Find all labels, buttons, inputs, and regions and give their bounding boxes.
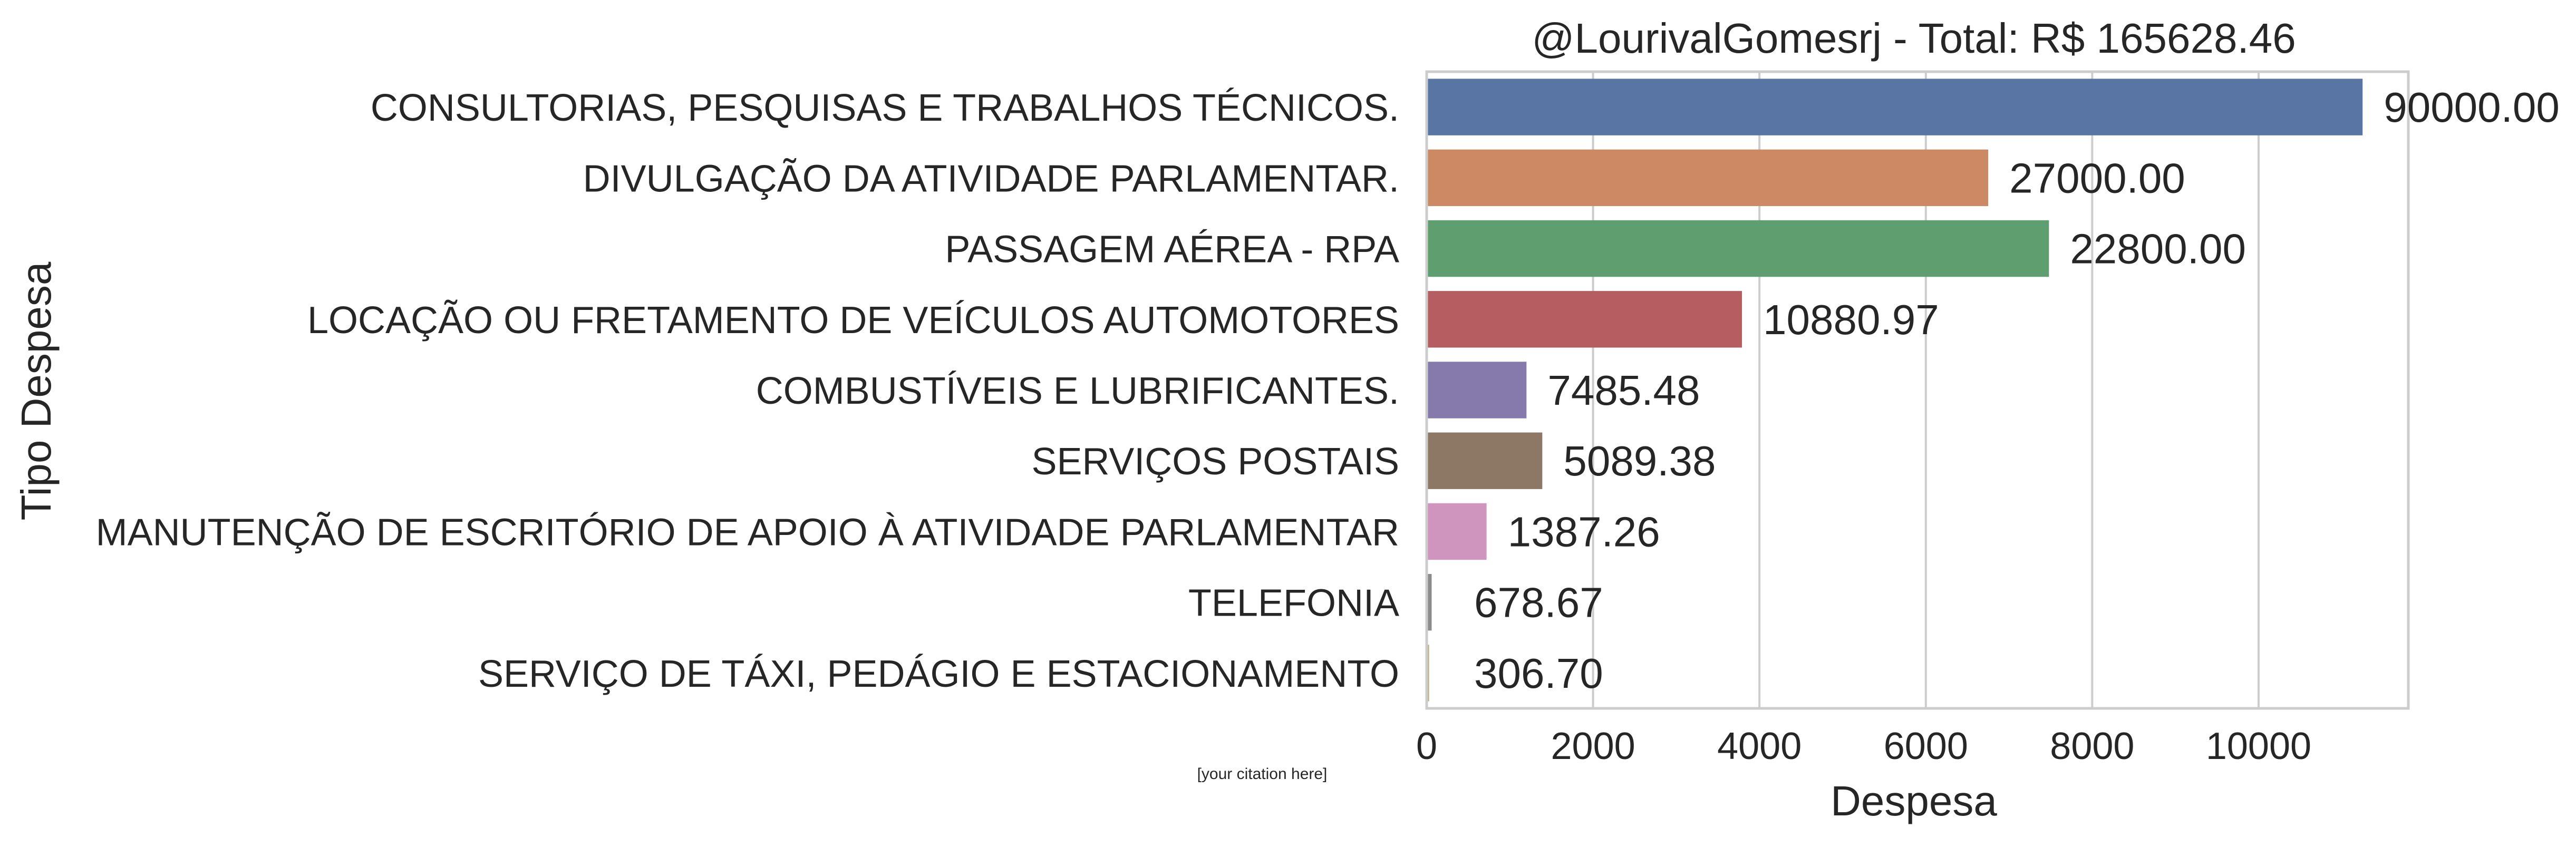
value-label: 22800.00 — [2070, 226, 2246, 272]
label-layer: 0 2000 4000 6000 8000 10000 CONSULTORIAS, PESQ… — [96, 84, 2560, 767]
value-label: 5089.38 — [1563, 437, 1716, 484]
plot-frame — [1425, 70, 2410, 710]
bar-layer — [1427, 79, 2363, 702]
bar — [1427, 291, 1742, 348]
bar — [1427, 220, 2049, 277]
x-tick-label: 8000 — [2050, 725, 2134, 767]
citation-text: [your citation here] — [1197, 765, 1328, 783]
x-tick-label: 0 — [1416, 725, 1437, 767]
value-label: 7485.48 — [1547, 367, 1700, 414]
x-tick-label: 4000 — [1717, 725, 1802, 767]
bar — [1427, 503, 1487, 560]
x-tick-label: 10000 — [2206, 725, 2311, 767]
x-tick-label: 6000 — [1884, 725, 1968, 767]
category-label: LOCAÇÃO OU FRETAMENTO DE VEÍCULOS AUTOMO… — [307, 299, 1399, 342]
bar — [1427, 573, 1432, 631]
value-label: 678.67 — [1474, 579, 1603, 626]
bar — [1427, 149, 1989, 207]
category-label: DIVULGAÇÃO DA ATIVIDADE PARLAMENTAR. — [583, 158, 1399, 200]
x-axis-label: Despesa — [1831, 777, 1997, 824]
value-label: 10880.97 — [1763, 296, 1939, 343]
category-label: SERVIÇOS POSTAIS — [1031, 441, 1399, 483]
category-label: PASSAGEM AÉREA - RPA — [945, 229, 1399, 271]
category-label: CONSULTORIAS, PESQUISAS E TRABALHOS TÉCN… — [371, 87, 1399, 129]
bar — [1427, 432, 1543, 489]
bar — [1427, 362, 1527, 418]
value-label: 1387.26 — [1508, 508, 1660, 555]
category-label: MANUTENÇÃO DE ESCRITÓRIO DE APOIO À ATIV… — [96, 511, 1399, 553]
x-tick-label: 2000 — [1551, 725, 1635, 767]
chart-title: @LourivalGomesrj - Total: R$ 165628.46 — [1532, 15, 2296, 62]
y-axis-label: Tipo Despesa — [13, 261, 60, 520]
value-label: 306.70 — [1474, 650, 1603, 697]
value-label: 27000.00 — [2009, 154, 2185, 201]
category-label: TELEFONIA — [1188, 582, 1399, 625]
category-label: SERVIÇO DE TÁXI, PEDÁGIO E ESTACIONAMENT… — [478, 653, 1399, 695]
bar — [1427, 79, 2363, 135]
value-label: 90000.00 — [2384, 84, 2560, 131]
category-label: COMBUSTÍVEIS E LUBRIFICANTES. — [756, 370, 1399, 412]
